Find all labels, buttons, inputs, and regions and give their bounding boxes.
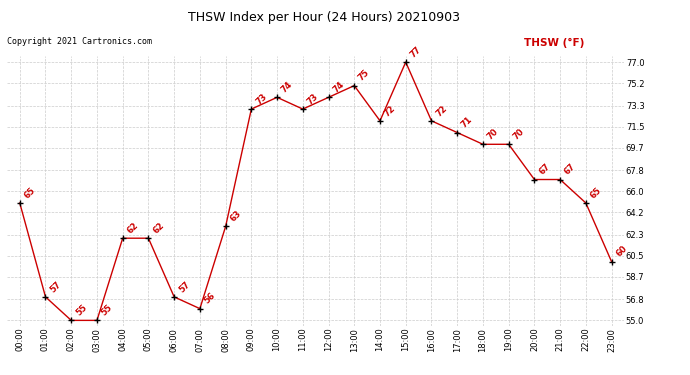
Text: 65: 65 bbox=[23, 186, 37, 200]
Text: 74: 74 bbox=[280, 80, 295, 94]
Text: 73: 73 bbox=[306, 92, 320, 106]
Text: THSW Index per Hour (24 Hours) 20210903: THSW Index per Hour (24 Hours) 20210903 bbox=[188, 11, 460, 24]
Text: 57: 57 bbox=[177, 279, 192, 294]
Text: 57: 57 bbox=[48, 279, 63, 294]
Text: 67: 67 bbox=[538, 162, 552, 177]
Text: 67: 67 bbox=[563, 162, 578, 177]
Text: 62: 62 bbox=[126, 221, 140, 236]
Text: 65: 65 bbox=[589, 186, 603, 200]
Text: THSW (°F): THSW (°F) bbox=[524, 38, 585, 48]
Text: 71: 71 bbox=[460, 115, 475, 130]
Text: 77: 77 bbox=[408, 45, 423, 59]
Text: 70: 70 bbox=[486, 127, 500, 141]
Text: 75: 75 bbox=[357, 68, 372, 83]
Text: 55: 55 bbox=[74, 303, 89, 318]
Text: 72: 72 bbox=[383, 104, 397, 118]
Text: 55: 55 bbox=[100, 303, 115, 318]
Text: Copyright 2021 Cartronics.com: Copyright 2021 Cartronics.com bbox=[7, 38, 152, 46]
Text: 63: 63 bbox=[228, 209, 243, 224]
Text: 56: 56 bbox=[203, 291, 217, 306]
Text: 60: 60 bbox=[614, 244, 629, 259]
Text: 73: 73 bbox=[254, 92, 268, 106]
Text: 70: 70 bbox=[511, 127, 526, 141]
Text: 72: 72 bbox=[434, 104, 448, 118]
Text: 62: 62 bbox=[151, 221, 166, 236]
Text: 74: 74 bbox=[331, 80, 346, 94]
